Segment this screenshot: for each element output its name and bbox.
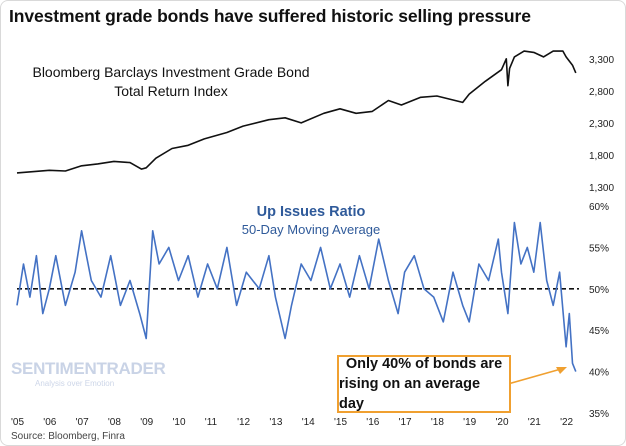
x-tick-label: '17 [399,417,412,428]
y-tick-label-top: 2,300 [589,119,614,130]
top-panel-label-line1: Bloomberg Barclays Investment Grade Bond [32,64,310,80]
annotation-callout: Only 40% of bonds are rising on an avera… [337,355,511,413]
annotation-arrowhead [556,367,567,374]
y-tick-label-bottom: 45% [589,326,609,337]
y-tick-label-top: 2,800 [589,87,614,98]
sentimentrader-tagline: Analysis over Emotion [35,379,115,388]
y-tick-label-top: 1,300 [589,183,614,194]
source-note: Source: Bloomberg, Finra [11,431,125,442]
sentimentrader-logo: SENTIMENTRADER [11,359,166,378]
x-tick-label: '14 [302,417,315,428]
y-tick-label-bottom: 55% [589,243,609,254]
x-tick-label: '15 [334,417,347,428]
bottom-panel-subtitle: 50-Day Moving Average [241,222,381,237]
x-tick-label: '13 [269,417,282,428]
x-tick-label: '16 [366,417,379,428]
top-panel-label: Bloomberg Barclays Investment Grade Bond… [21,63,321,101]
y-tick-label-top: 3,300 [589,55,614,66]
x-tick-label: '10 [172,417,185,428]
x-tick-label: '05 [11,417,24,428]
annotation-line1: Only 40% of bonds are [345,356,503,372]
y-tick-label-bottom: 60% [589,202,609,213]
x-tick-label: '22 [560,417,573,428]
x-tick-label: '07 [76,417,89,428]
x-tick-label: '20 [495,417,508,428]
bottom-panel-title: Up Issues Ratio [256,204,366,220]
y-tick-label-top: 1,800 [589,151,614,162]
chart-title: Investment grade bonds have suffered his… [9,6,531,26]
x-tick-label: '09 [140,417,153,428]
x-tick-label: '11 [205,417,218,428]
y-tick-label-bottom: 50% [589,285,609,296]
x-tick-label: '12 [237,417,250,428]
x-tick-label: '19 [463,417,476,428]
top-panel-label-line2: Total Return Index [114,83,228,99]
x-tick-label: '08 [108,417,121,428]
y-tick-label-bottom: 40% [589,368,609,379]
up-issues-ratio-line [16,221,577,372]
annotation-line2: rising on an average day [339,376,481,412]
x-tick-label: '18 [431,417,444,428]
bond-index-line [16,50,577,174]
x-tick-label: '06 [43,417,56,428]
x-tick-label: '21 [528,417,541,428]
annotation-arrow [507,368,562,385]
y-tick-label-bottom: 35% [589,409,609,420]
